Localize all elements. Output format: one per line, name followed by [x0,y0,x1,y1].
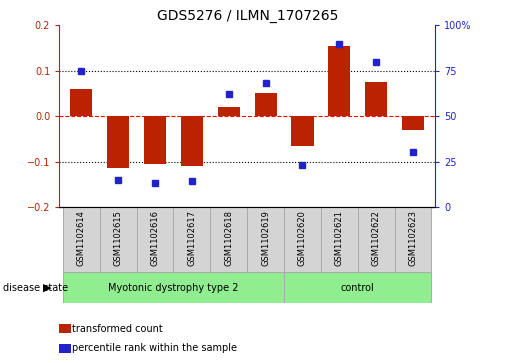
Bar [70,89,92,116]
Bar [107,116,129,168]
Bar [358,207,394,272]
Text: ▶: ▶ [43,283,52,293]
Bar [144,116,166,164]
Title: GDS5276 / ILMN_1707265: GDS5276 / ILMN_1707265 [157,9,338,23]
Bar [100,207,136,272]
Text: Myotonic dystrophy type 2: Myotonic dystrophy type 2 [108,283,239,293]
Bar [181,116,203,166]
Bar [291,116,314,146]
Text: disease state: disease state [3,283,67,293]
Bar [402,116,424,130]
Text: GSM1102616: GSM1102616 [150,210,160,266]
Bar [63,207,100,272]
Bar [321,207,358,272]
Bar [174,207,210,272]
Text: percentile rank within the sample: percentile rank within the sample [72,343,237,354]
Text: GSM1102618: GSM1102618 [224,210,233,266]
Text: GSM1102614: GSM1102614 [77,210,86,266]
Text: GSM1102617: GSM1102617 [187,210,196,266]
Text: GSM1102619: GSM1102619 [261,210,270,266]
Text: GSM1102623: GSM1102623 [408,210,418,266]
Bar [394,207,432,272]
Bar [247,207,284,272]
Text: GSM1102615: GSM1102615 [114,210,123,266]
Bar [365,82,387,116]
Bar [284,272,432,303]
Text: control: control [341,283,374,293]
Text: GSM1102621: GSM1102621 [335,210,344,266]
Bar [63,272,284,303]
Bar [136,207,174,272]
Text: GSM1102622: GSM1102622 [372,210,381,266]
Bar [254,94,277,116]
Text: transformed count: transformed count [72,323,163,334]
Bar [328,46,350,116]
Bar [210,207,247,272]
Bar [284,207,321,272]
Text: GSM1102620: GSM1102620 [298,210,307,266]
Bar [218,107,240,116]
